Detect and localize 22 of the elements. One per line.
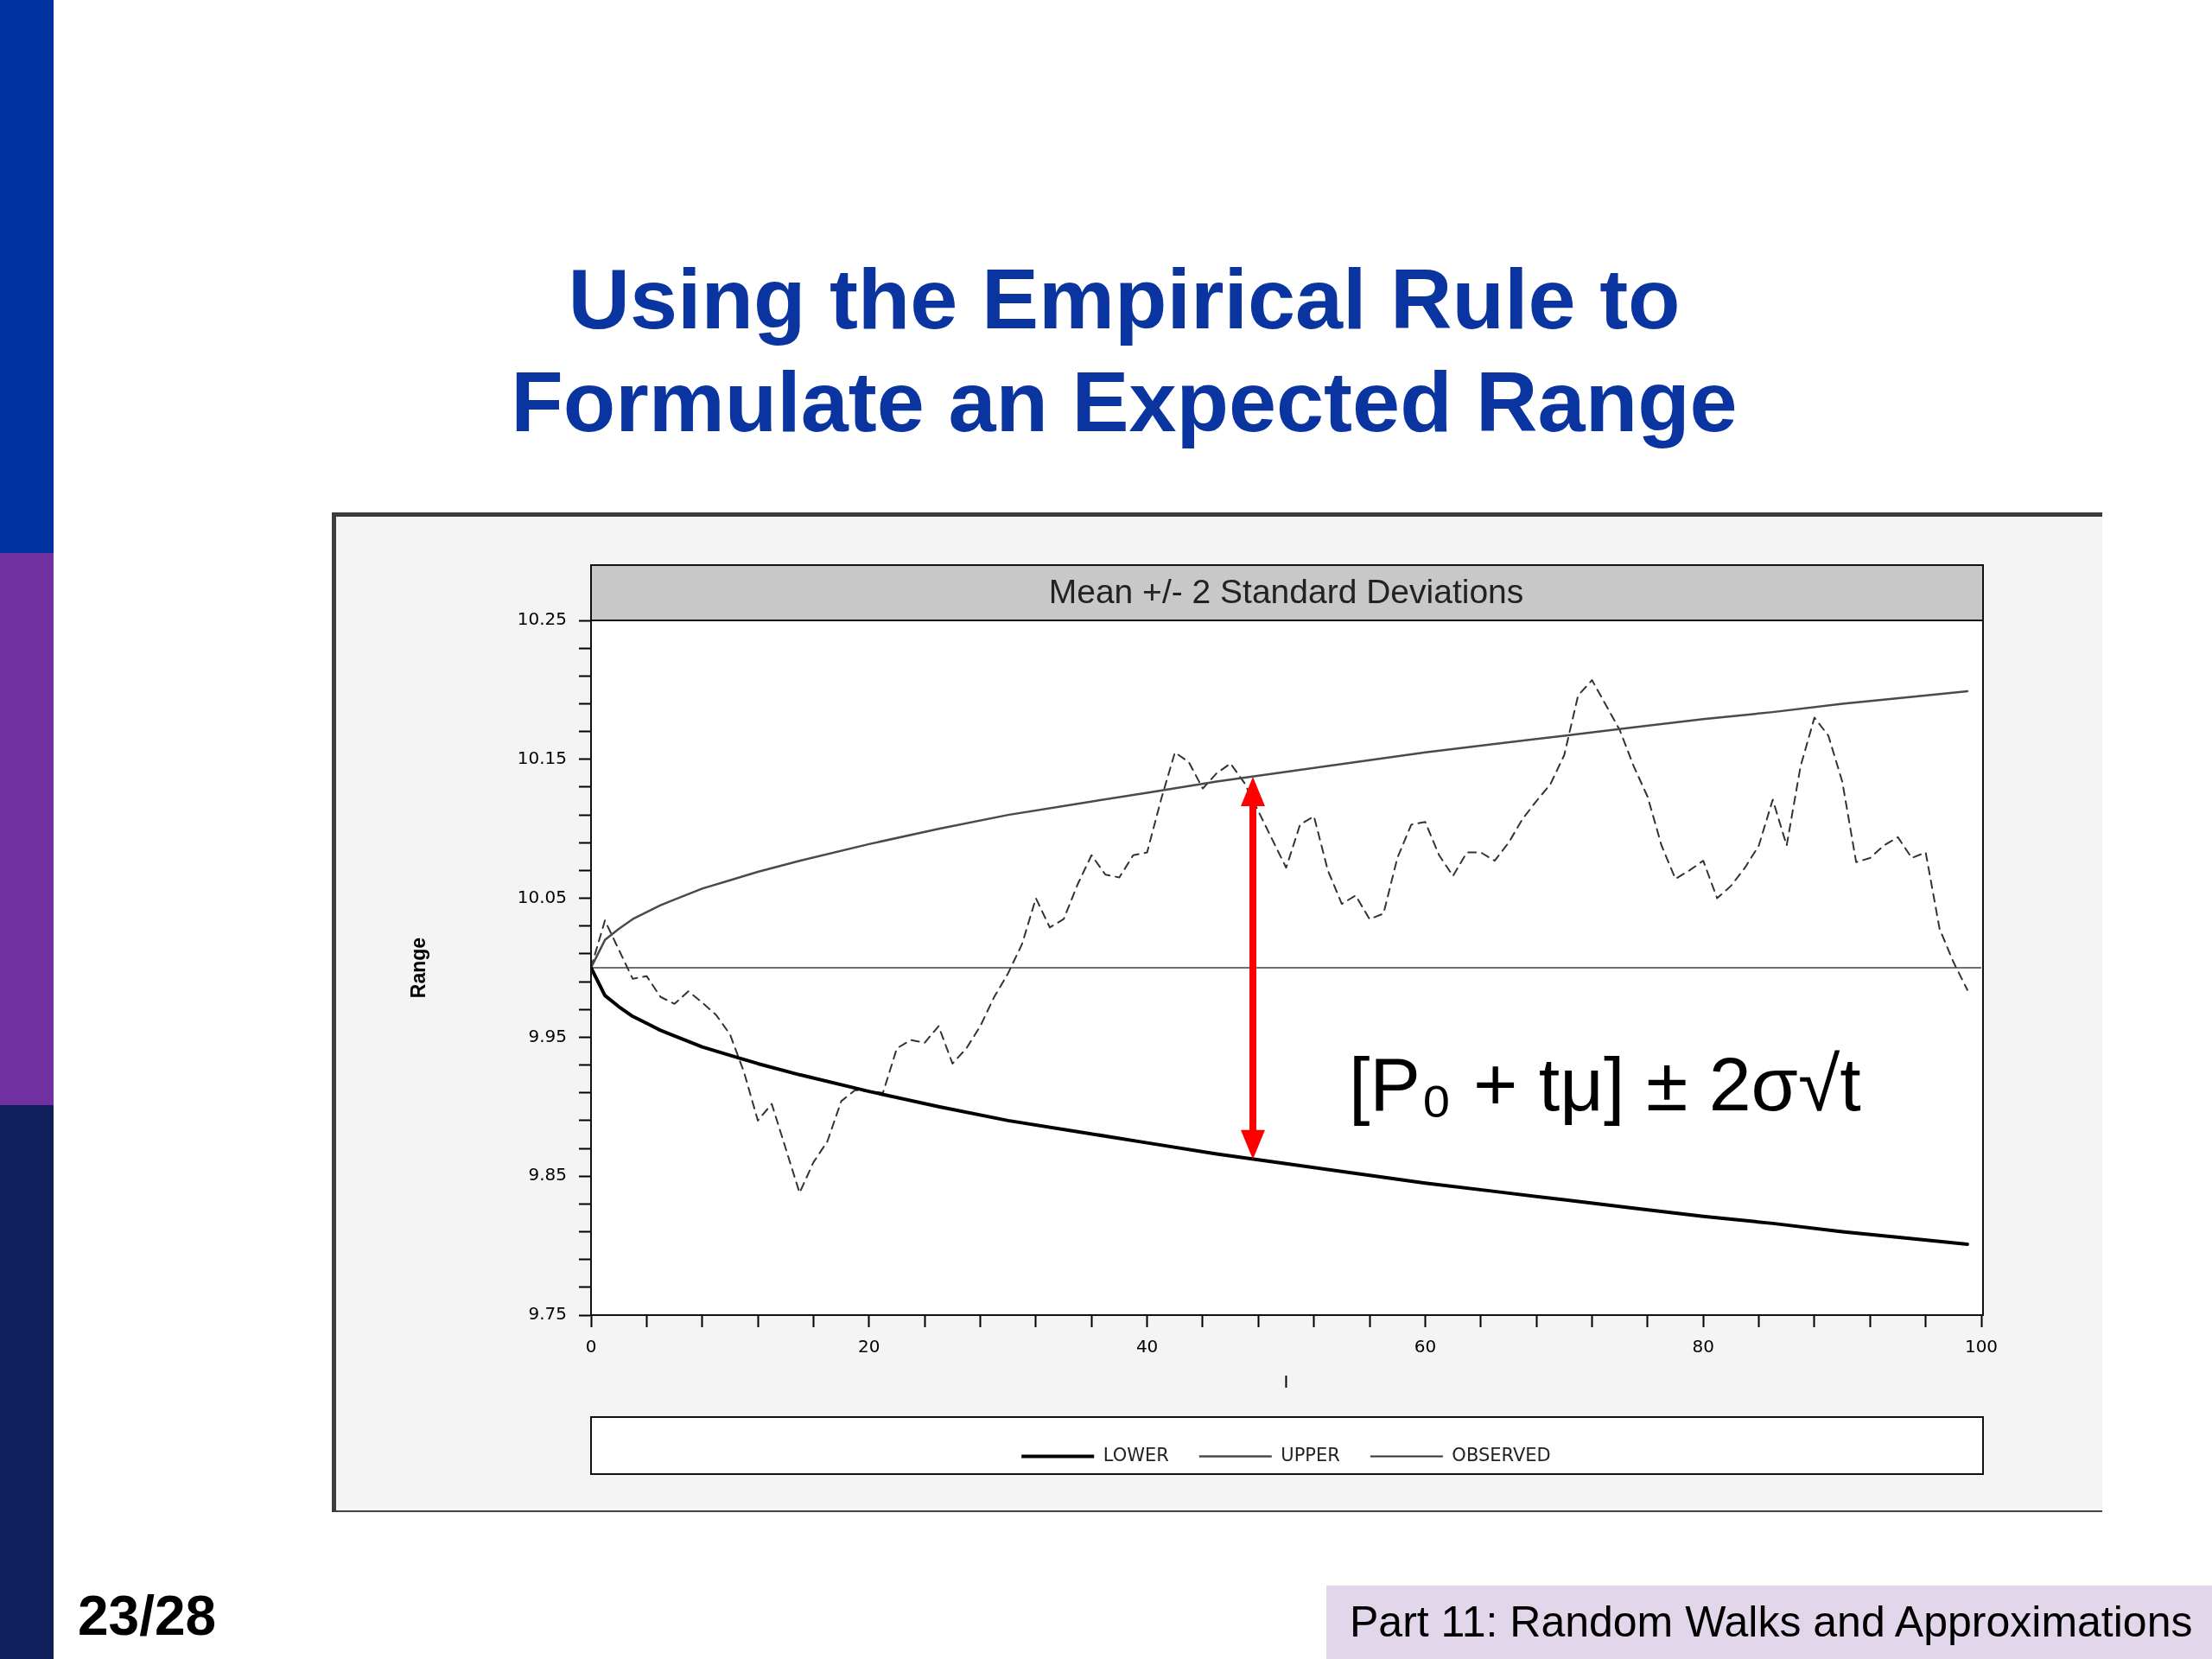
legend-label: OBSERVED	[1452, 1444, 1551, 1465]
y-tick-label: 9.95	[528, 1025, 567, 1046]
y-tick-label: 10.05	[517, 886, 567, 907]
y-axis-title: Range	[407, 937, 430, 999]
y-tick-label: 9.75	[528, 1303, 567, 1325]
legend-label: UPPER	[1281, 1444, 1340, 1465]
x-axis-title: I	[1283, 1371, 1289, 1393]
x-tick-label: 80	[1692, 1336, 1714, 1357]
y-tick-label: 10.25	[517, 608, 567, 630]
legend-label: LOWER	[1103, 1444, 1169, 1465]
x-tick-label: 0	[585, 1336, 597, 1357]
x-tick-label: 100	[1964, 1336, 1999, 1357]
text: Part 11: Random Walks and Approximations	[1350, 1597, 2193, 1648]
x-tick-label: 60	[1414, 1336, 1437, 1357]
text: 23/28	[78, 1585, 217, 1647]
chart-subtitle: Mean +/- 2 Standard Deviations	[1048, 572, 1524, 610]
y-tick-label: 10.15	[517, 747, 567, 768]
x-tick-label: 40	[1135, 1336, 1159, 1357]
x-tick-label: 20	[858, 1336, 880, 1357]
y-tick-label: 9.85	[528, 1164, 567, 1185]
annotation: [P₀ + tμ] ± 2σ√t	[1348, 1040, 1861, 1127]
chart-title: Using the Empirical Rule to Formulate an Expected Range	[510, 250, 1738, 451]
